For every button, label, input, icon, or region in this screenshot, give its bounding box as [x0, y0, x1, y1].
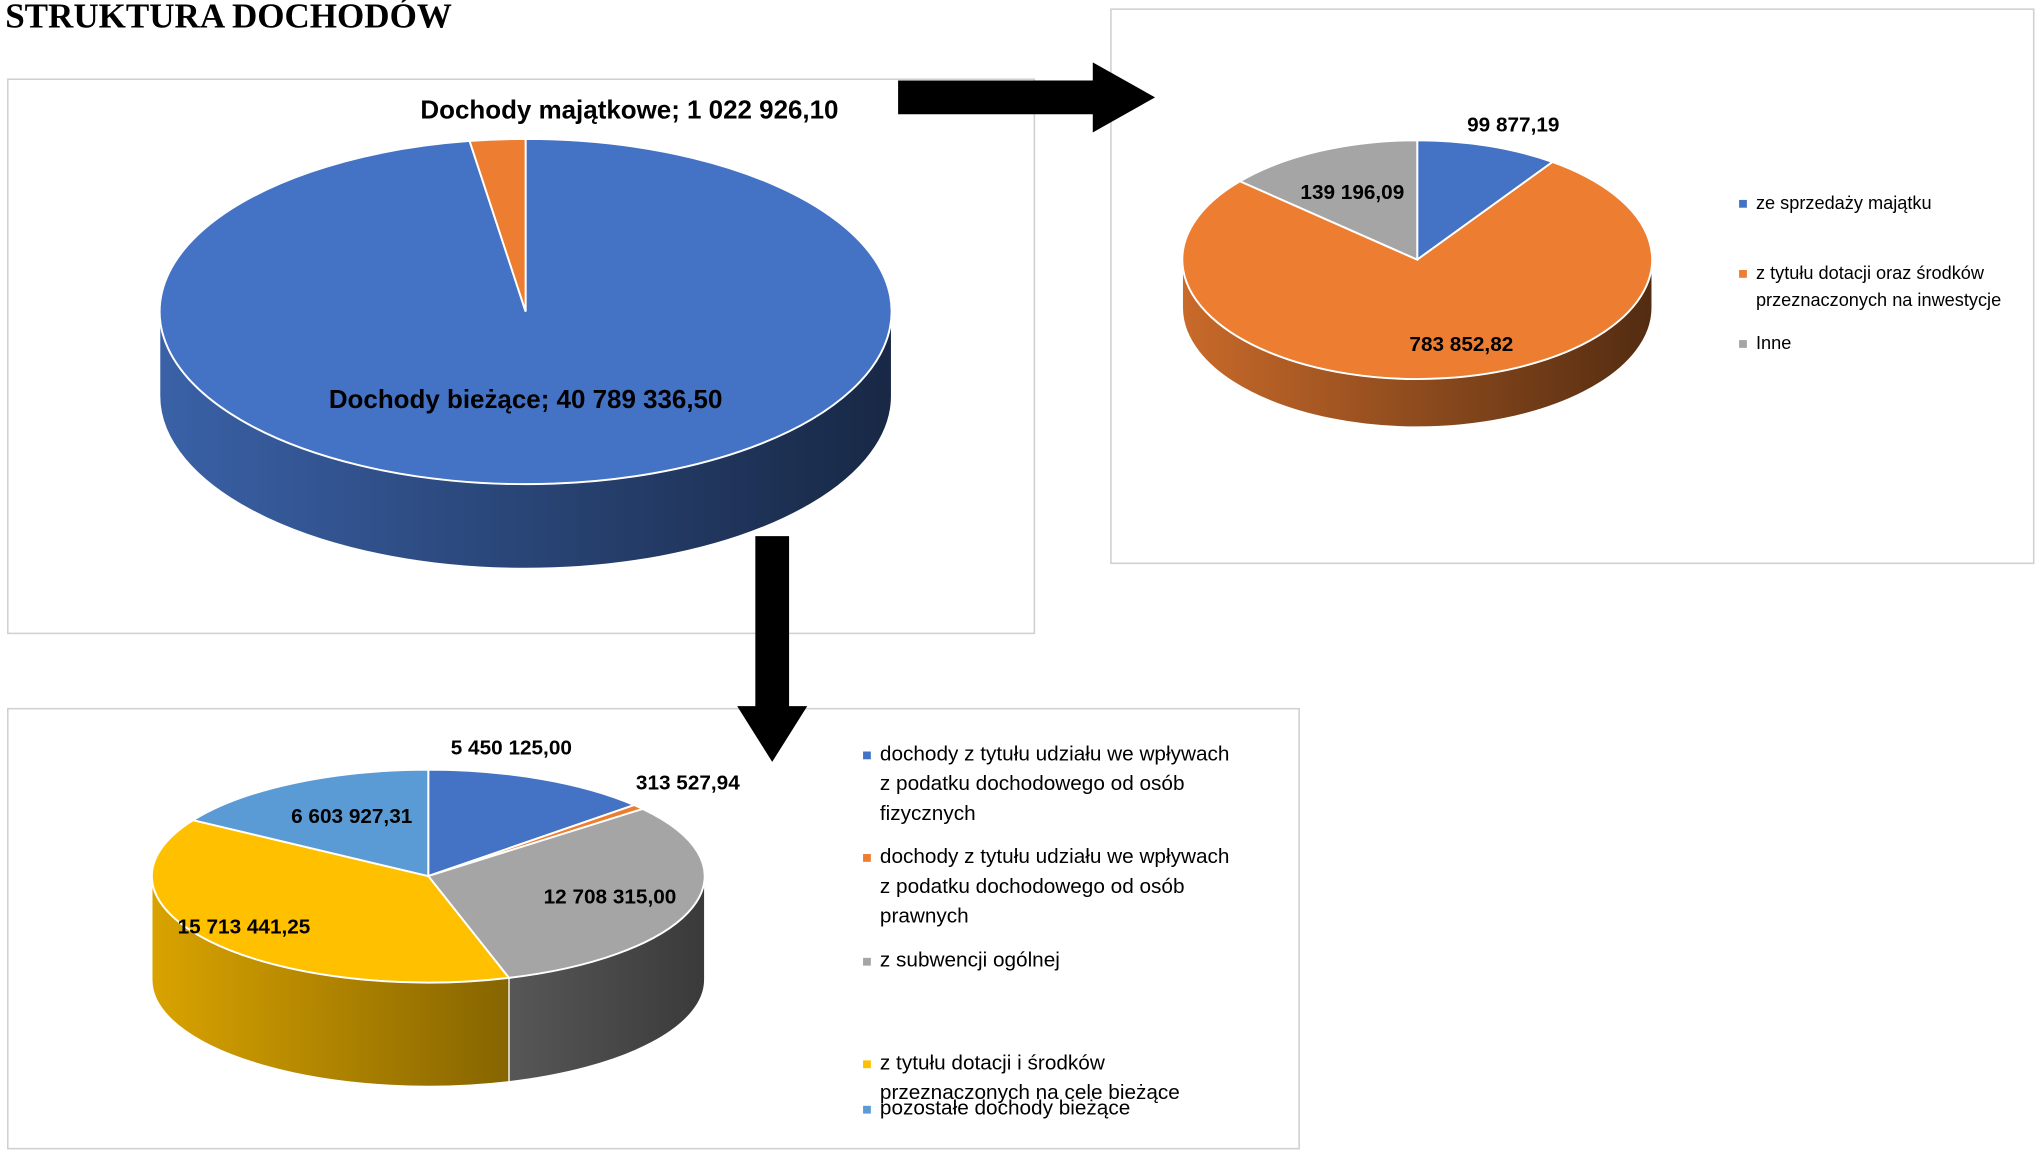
- legend-swatch: [863, 957, 871, 966]
- pie-slice: [190, 768, 430, 878]
- legend-label: dochody z tytułu udziału we wpływach z p…: [880, 743, 1235, 826]
- legend-swatch: [863, 1060, 871, 1069]
- legend-swatch: [1739, 270, 1747, 278]
- arrow: [898, 62, 1156, 133]
- pie-slice: [1416, 139, 1555, 262]
- pie-slice: [427, 768, 637, 878]
- legend-swatch: [863, 1105, 871, 1114]
- legend-swatch: [1739, 199, 1747, 208]
- data-label: 5 450 125,00: [451, 736, 572, 759]
- legend-label: z subwencji ogólnej: [880, 949, 1060, 972]
- legend-label: z tytułu dotacji oraz środków przeznaczo…: [1756, 263, 2001, 310]
- data-label: Dochody majątkowe; 1 022 926,10: [420, 97, 838, 125]
- pie-slice: [426, 807, 706, 979]
- legend-label: Inne: [1756, 333, 1791, 353]
- arrow: [737, 536, 808, 762]
- data-label: 139 196,09: [1300, 181, 1404, 204]
- page-title: STRUKTURA DOCHODÓW: [5, 0, 452, 36]
- data-label: 15 713 441,25: [178, 915, 311, 938]
- pie-slice: [468, 137, 527, 312]
- pie-slice: [150, 819, 511, 984]
- legend-label: dochody z tytułu udziału we wpływach z p…: [880, 845, 1235, 928]
- legend-label: ze sprzedaży majątku: [1756, 193, 1932, 213]
- legend-label: z tytułu dotacji i środków przeznaczonyc…: [880, 1052, 1180, 1105]
- data-label: 12 708 315,00: [544, 886, 677, 909]
- data-label: 99 877,19: [1467, 113, 1559, 136]
- legend-label: pozostałe dochody bieżące: [880, 1097, 1130, 1120]
- data-label: 6 603 927,31: [291, 805, 412, 828]
- legend-swatch: [863, 751, 871, 760]
- legend-swatch: [863, 854, 871, 862]
- pie-slice: [1237, 139, 1419, 262]
- data-label: Dochody bieżące; 40 789 336,50: [329, 386, 723, 414]
- data-label: 783 852,82: [1409, 333, 1513, 356]
- charts: Dochody bieżące; 40 789 336,50 Dochody ma…: [150, 97, 2001, 1120]
- data-label: 313 527,94: [636, 771, 740, 794]
- legend-swatch: [1739, 340, 1747, 348]
- pie-slice: [1181, 160, 1654, 380]
